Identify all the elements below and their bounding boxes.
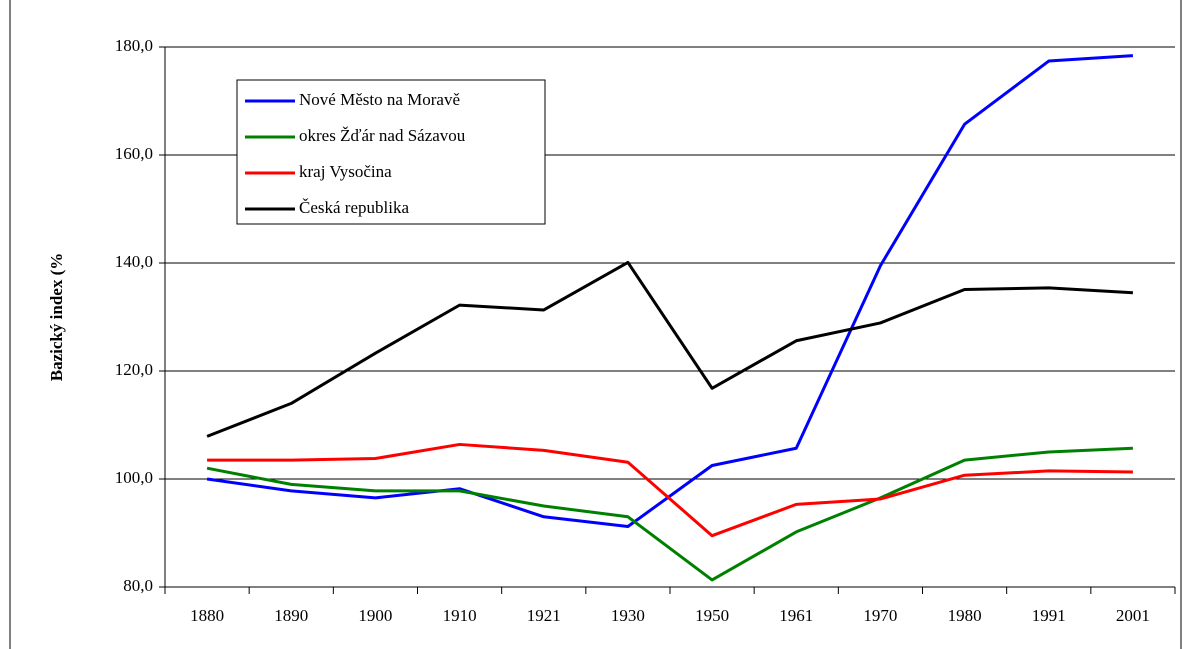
series-line	[207, 442, 1133, 538]
y-tick-label: 120,0	[115, 360, 153, 379]
legend-label: Nové Město na Moravě	[299, 90, 460, 109]
series-line	[206, 260, 1134, 438]
x-tick-label: 1880	[190, 606, 224, 625]
y-tick-label: 160,0	[115, 144, 153, 163]
x-tick-label: 1950	[695, 606, 729, 625]
x-tick-label: 1900	[358, 606, 392, 625]
x-tick-label: 1921	[527, 606, 561, 625]
y-axis-label: Bazický index (%	[47, 253, 66, 381]
x-tick-label: 2001	[1116, 606, 1150, 625]
y-tick-label: 80,0	[123, 576, 153, 595]
y-tick-label: 100,0	[115, 468, 153, 487]
x-tick-label: 1910	[443, 606, 477, 625]
x-tick-label: 1961	[779, 606, 813, 625]
legend-label: kraj Vysočina	[299, 162, 392, 181]
x-tick-label: 1991	[1032, 606, 1066, 625]
series-line	[206, 54, 1134, 529]
legend-label: Česká republika	[299, 198, 409, 217]
legend-box	[236, 79, 546, 225]
series-line	[206, 446, 1133, 582]
x-tick-label: 1930	[611, 606, 645, 625]
legend-label: okres Žďár nad Sázavou	[299, 126, 466, 145]
y-tick-label: 140,0	[115, 252, 153, 271]
x-tick-label: 1890	[274, 606, 308, 625]
chart-frame	[9, 0, 1182, 649]
x-tick-label: 1970	[863, 606, 897, 625]
y-tick-label: 180,0	[115, 36, 153, 55]
x-tick-label: 1980	[948, 606, 982, 625]
